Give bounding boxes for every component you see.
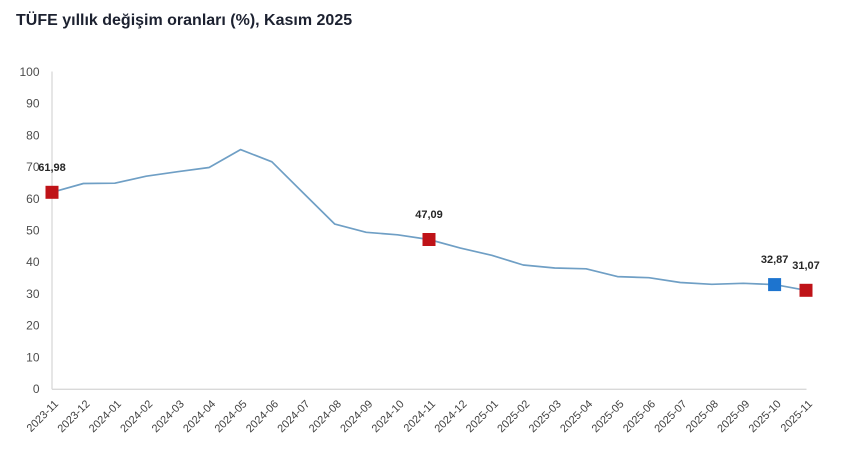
svg-text:10: 10 — [26, 350, 40, 364]
svg-text:2025-01: 2025-01 — [464, 398, 501, 435]
svg-text:2025-05: 2025-05 — [590, 398, 627, 435]
svg-text:2025-11: 2025-11 — [779, 398, 815, 434]
svg-text:2024-04: 2024-04 — [181, 398, 218, 435]
svg-text:2024-03: 2024-03 — [150, 398, 187, 435]
svg-text:32,87: 32,87 — [761, 254, 789, 266]
svg-text:2024-02: 2024-02 — [118, 398, 155, 435]
svg-text:2024-05: 2024-05 — [213, 398, 250, 435]
svg-text:47,09: 47,09 — [415, 209, 443, 221]
svg-text:2024-11: 2024-11 — [402, 398, 438, 434]
svg-text:70: 70 — [26, 160, 40, 174]
svg-text:2024-08: 2024-08 — [307, 398, 344, 435]
svg-text:30: 30 — [26, 287, 40, 301]
svg-text:2025-09: 2025-09 — [715, 398, 752, 435]
svg-text:2024-01: 2024-01 — [87, 398, 124, 435]
svg-text:2024-12: 2024-12 — [432, 398, 469, 435]
svg-text:0: 0 — [33, 382, 40, 396]
svg-text:50: 50 — [26, 224, 40, 238]
svg-text:2025-02: 2025-02 — [495, 398, 532, 435]
svg-text:2025-03: 2025-03 — [527, 398, 564, 435]
svg-text:40: 40 — [26, 255, 40, 269]
svg-text:2025-06: 2025-06 — [621, 398, 658, 435]
svg-text:2024-09: 2024-09 — [338, 398, 375, 435]
svg-text:2025-08: 2025-08 — [684, 398, 721, 435]
svg-text:2025-07: 2025-07 — [652, 398, 689, 435]
svg-text:60: 60 — [26, 192, 40, 206]
svg-text:2024-06: 2024-06 — [244, 398, 281, 435]
svg-text:31,07: 31,07 — [792, 260, 820, 272]
svg-text:2023-12: 2023-12 — [55, 398, 92, 435]
svg-text:61,98: 61,98 — [38, 162, 66, 174]
svg-text:80: 80 — [26, 128, 40, 142]
svg-text:90: 90 — [26, 97, 40, 111]
svg-text:100: 100 — [19, 65, 39, 79]
svg-text:2023-11: 2023-11 — [25, 398, 61, 434]
svg-text:2024-10: 2024-10 — [370, 398, 407, 435]
svg-text:2025-10: 2025-10 — [747, 398, 784, 435]
svg-text:2024-07: 2024-07 — [275, 398, 312, 435]
svg-text:20: 20 — [26, 319, 40, 333]
svg-text:2025-04: 2025-04 — [558, 398, 595, 435]
